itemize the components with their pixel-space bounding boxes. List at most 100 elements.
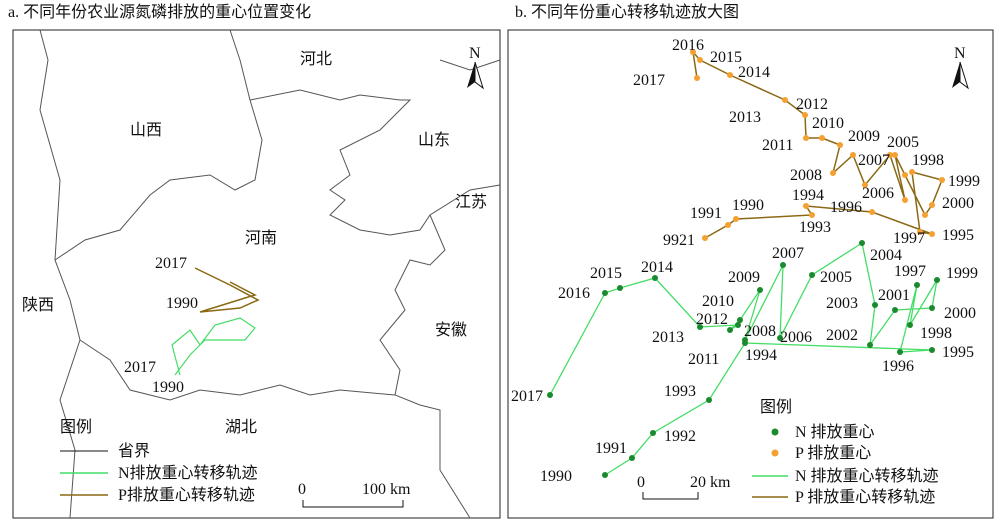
legend-label: N排放重心转移轨迹 <box>118 464 258 482</box>
legend-label: P 排放重心转移轨迹 <box>795 488 935 506</box>
p-year-label: 2011 <box>762 137 793 154</box>
n-year-label: 1993 <box>664 383 696 400</box>
legend-label: P 排放重心 <box>795 444 871 462</box>
place-label: 山西 <box>130 121 162 139</box>
n-point <box>809 272 815 278</box>
p-year-label: 1999 <box>948 173 980 190</box>
border <box>439 59 501 71</box>
n-point <box>727 327 733 333</box>
n-point <box>706 397 712 403</box>
p-point <box>725 222 731 228</box>
p-point <box>809 212 815 218</box>
p-point <box>694 75 700 81</box>
year-label: 1990 <box>166 295 198 312</box>
panel-title: a. 不同年份农业源氮磷排放的重心位置变化 <box>8 3 311 21</box>
n-point <box>650 430 656 436</box>
place-label: 湖北 <box>225 418 257 436</box>
p-point <box>803 203 809 209</box>
year-label: 2017 <box>155 255 187 272</box>
p-year-label: 2014 <box>738 64 770 81</box>
place-label: 江苏 <box>455 193 487 211</box>
p-year-label: 1994 <box>792 187 824 204</box>
border <box>54 29 263 261</box>
n-year-label: 1990 <box>540 468 572 485</box>
p-year-label: 1993 <box>799 219 831 236</box>
p-year-label: 1991 <box>690 205 722 222</box>
scale-label: 0 <box>298 481 306 498</box>
n-year-label: 2004 <box>870 247 902 264</box>
border <box>249 89 501 236</box>
legend-label: P排放重心转移轨迹 <box>118 486 255 504</box>
n-point <box>929 347 935 353</box>
n-year-label: 2008 <box>744 323 776 340</box>
p-trajectory <box>691 49 944 239</box>
n-point <box>602 290 608 296</box>
p-point <box>902 172 908 178</box>
p-point <box>727 72 733 78</box>
scale-label: 20 km <box>690 474 731 491</box>
p-year-label: 1998 <box>912 152 944 169</box>
n-year-label: 2011 <box>688 351 719 368</box>
place-label: 安徽 <box>435 321 467 339</box>
p-year-label: 2015 <box>710 49 742 66</box>
p-year-label: 1996 <box>830 199 862 216</box>
p-year-label: 2009 <box>848 128 880 145</box>
place-label: 河北 <box>300 50 332 68</box>
n-year-label: 1997 <box>894 263 926 280</box>
n-year-label: 2000 <box>944 305 976 322</box>
n-point <box>934 277 940 283</box>
n-point <box>872 302 878 308</box>
n-point <box>780 262 786 268</box>
year-label: 2017 <box>124 359 156 376</box>
n-point <box>892 307 898 313</box>
n-year-label: 1995 <box>942 344 974 361</box>
p-point <box>850 152 856 158</box>
p-point <box>892 152 898 158</box>
p-year-label: 2007 <box>858 152 890 169</box>
n-year-label: 2012 <box>696 311 728 328</box>
p-year-label: 1997 <box>893 230 925 247</box>
p-point <box>819 135 825 141</box>
north-arrow <box>959 61 969 90</box>
p-point <box>917 229 923 235</box>
p-point <box>869 209 875 215</box>
p-point <box>830 170 836 176</box>
n-year-label: 2002 <box>826 327 858 344</box>
p-point <box>802 112 808 118</box>
p-year-label: 2005 <box>887 134 919 151</box>
legend-b-keys <box>642 428 788 500</box>
legend-label: 省界 <box>118 442 150 460</box>
year-label: 1990 <box>152 379 184 396</box>
p-year-label: 9921 <box>663 232 695 249</box>
p-year-label: 2016 <box>672 37 704 54</box>
legend-title: 图例 <box>760 398 792 416</box>
n-point <box>735 322 741 328</box>
p-year-label: 2012 <box>796 96 828 113</box>
n-point <box>907 322 913 328</box>
place-label: 河南 <box>245 229 277 247</box>
p-point <box>929 231 935 237</box>
p-year-label: 2008 <box>790 167 822 184</box>
n-year-label: 2014 <box>641 259 673 276</box>
north-label: N <box>954 45 966 62</box>
n-year-label: 2003 <box>826 295 858 312</box>
n-year-label: 2007 <box>772 245 804 262</box>
p-point <box>902 197 908 203</box>
n-year-label: 1996 <box>882 358 914 375</box>
n-trajectory <box>549 241 938 476</box>
n-point <box>602 472 608 478</box>
n-point <box>867 342 873 348</box>
legend-title: 图例 <box>60 418 92 436</box>
p-trajectory <box>194 267 260 313</box>
p-point <box>803 135 809 141</box>
p-year-label: 2017 <box>633 72 665 89</box>
n-year-label: 2016 <box>558 285 590 302</box>
n-point <box>914 282 920 288</box>
n-point <box>617 285 623 291</box>
p-year-label: 2000 <box>942 195 974 212</box>
scale-label: 100 km <box>362 481 411 498</box>
p-point <box>690 49 696 55</box>
province-borders <box>39 29 501 519</box>
scale-bar <box>302 500 404 508</box>
